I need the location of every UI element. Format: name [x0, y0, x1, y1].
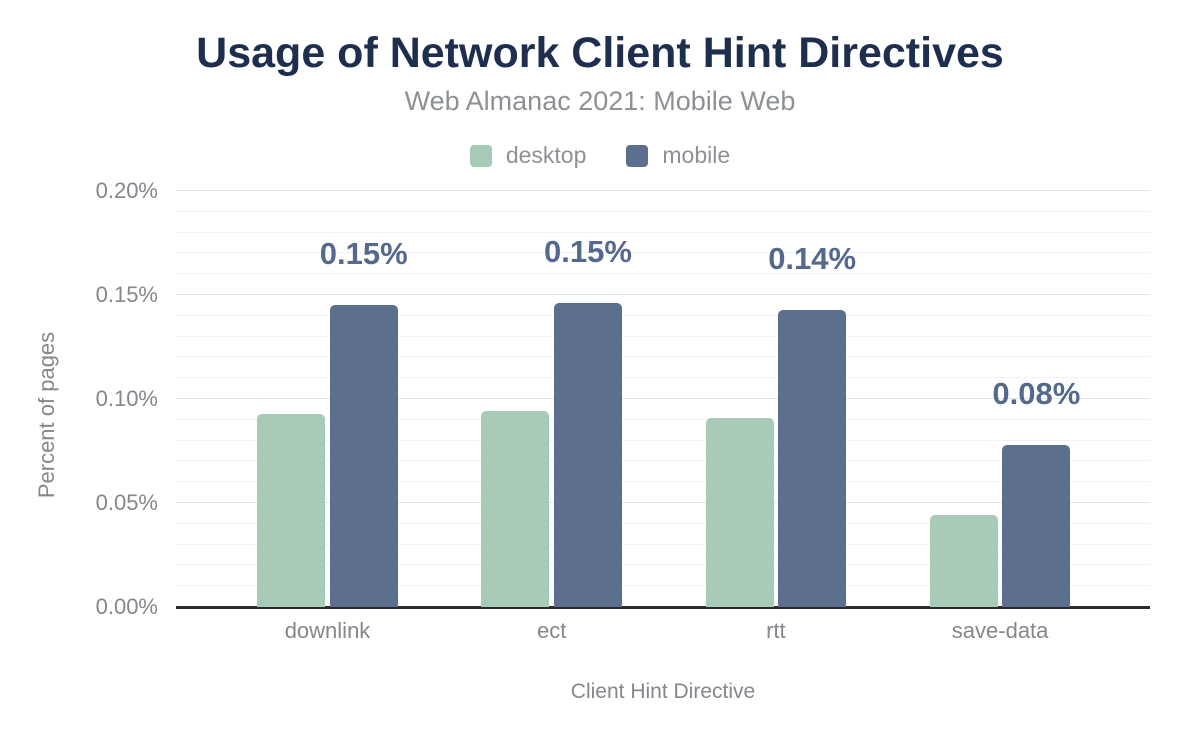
- legend-swatch-mobile: [626, 144, 649, 167]
- gridline-minor: [176, 252, 1150, 254]
- gridline-minor: [176, 335, 1150, 337]
- x-tick-label: ect: [537, 618, 567, 643]
- legend-item-mobile: mobile: [626, 142, 730, 169]
- legend: desktop mobile: [0, 142, 1200, 169]
- gridline-minor: [176, 564, 1150, 566]
- bar-value-label: 0.14%: [768, 240, 857, 276]
- x-axis-title: Client Hint Directive: [570, 680, 756, 703]
- gridline-minor: [176, 481, 1150, 483]
- gridline-minor: [176, 273, 1150, 275]
- y-tick-label: 0.15%: [95, 282, 158, 307]
- x-tick-label: rtt: [766, 618, 786, 643]
- bar-value-label: 0.08%: [992, 375, 1081, 411]
- x-axis-line: [176, 606, 1150, 609]
- plot-area: 0.15% 0.15% 0.14% 0.08%: [176, 190, 1150, 609]
- legend-swatch-desktop: [469, 144, 492, 167]
- bar-desktop: [481, 411, 550, 607]
- bar-mobile: [329, 305, 398, 607]
- x-tick-label: save-data: [951, 618, 1049, 643]
- bar-desktop: [257, 413, 326, 607]
- gridline-minor: [176, 231, 1150, 233]
- gridline-minor: [176, 543, 1150, 545]
- gridline-major: [176, 294, 1150, 295]
- bar-mobile: [778, 309, 847, 607]
- gridline-minor: [176, 439, 1150, 441]
- y-tick-label: 0.10%: [95, 386, 158, 411]
- gridline-minor: [176, 460, 1150, 462]
- legend-label-desktop: desktop: [505, 142, 587, 168]
- gridline-minor: [176, 522, 1150, 524]
- bar-desktop: [929, 515, 998, 607]
- bar-value-label: 0.15%: [319, 236, 408, 272]
- gridline-minor: [176, 314, 1150, 316]
- x-tick-label: downlink: [284, 618, 371, 643]
- y-tick-label: 0.05%: [95, 490, 158, 515]
- y-axis-title: Percent of pages: [34, 331, 59, 499]
- chart-title: Usage of Network Client Hint Directives: [196, 29, 1004, 77]
- gridline-minor: [176, 377, 1150, 379]
- legend-item-desktop: desktop: [469, 142, 587, 169]
- gridline-major: [176, 190, 1150, 191]
- bar-desktop: [705, 417, 774, 607]
- gridline-minor: [176, 210, 1150, 212]
- gridline-minor: [176, 418, 1150, 420]
- gridline-major: [176, 502, 1150, 503]
- y-tick-label: 0.00%: [95, 594, 158, 619]
- bar-mobile: [553, 303, 622, 607]
- gridline-minor: [176, 585, 1150, 587]
- gridline-major: [176, 398, 1150, 399]
- bar-value-label: 0.15%: [543, 234, 632, 270]
- y-tick-label: 0.20%: [95, 178, 158, 203]
- chart-subtitle: Web Almanac 2021: Mobile Web: [404, 86, 796, 116]
- gridline-minor: [176, 356, 1150, 358]
- bar-mobile: [1002, 444, 1071, 607]
- legend-label-mobile: mobile: [662, 142, 731, 168]
